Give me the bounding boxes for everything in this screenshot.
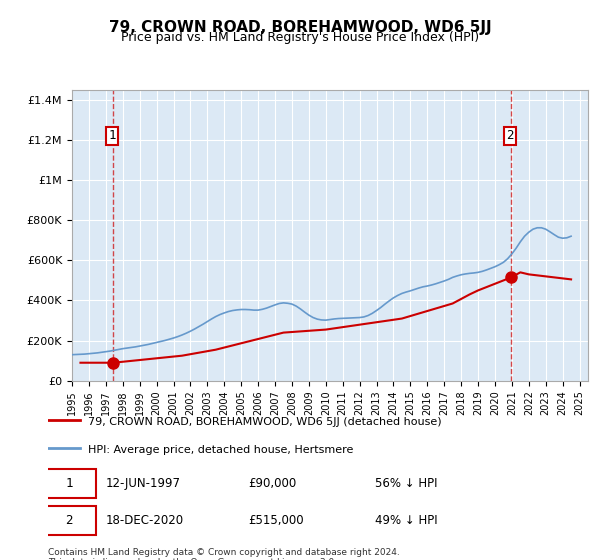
Text: 49% ↓ HPI: 49% ↓ HPI — [376, 514, 438, 526]
Text: 2: 2 — [65, 514, 73, 526]
Text: £90,000: £90,000 — [248, 477, 297, 490]
Text: 56% ↓ HPI: 56% ↓ HPI — [376, 477, 438, 490]
Text: Price paid vs. HM Land Registry's House Price Index (HPI): Price paid vs. HM Land Registry's House … — [121, 31, 479, 44]
Text: 2: 2 — [506, 129, 514, 142]
Text: Contains HM Land Registry data © Crown copyright and database right 2024.
This d: Contains HM Land Registry data © Crown c… — [48, 548, 400, 560]
Text: 79, CROWN ROAD, BOREHAMWOOD, WD6 5JJ: 79, CROWN ROAD, BOREHAMWOOD, WD6 5JJ — [109, 20, 491, 35]
Text: £515,000: £515,000 — [248, 514, 304, 526]
FancyBboxPatch shape — [43, 506, 95, 535]
Text: 1: 1 — [65, 477, 73, 490]
FancyBboxPatch shape — [43, 469, 95, 498]
Text: 79, CROWN ROAD, BOREHAMWOOD, WD6 5JJ (detached house): 79, CROWN ROAD, BOREHAMWOOD, WD6 5JJ (de… — [88, 417, 441, 427]
Text: HPI: Average price, detached house, Hertsmere: HPI: Average price, detached house, Hert… — [88, 445, 353, 455]
Text: 18-DEC-2020: 18-DEC-2020 — [106, 514, 184, 526]
Text: 1: 1 — [108, 129, 116, 142]
Text: 12-JUN-1997: 12-JUN-1997 — [106, 477, 181, 490]
